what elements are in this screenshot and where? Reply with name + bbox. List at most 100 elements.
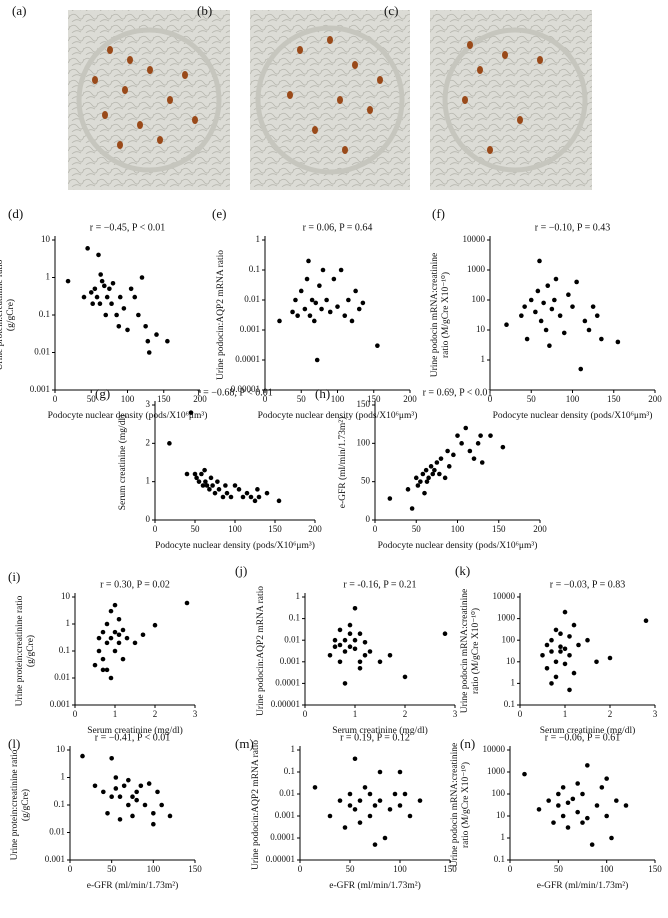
data-point xyxy=(94,294,100,300)
data-point xyxy=(578,366,584,372)
data-point xyxy=(184,600,190,606)
data-point xyxy=(224,490,230,496)
y-tick-label: 0.01 xyxy=(49,827,65,837)
data-point xyxy=(215,479,220,484)
micrograph-c xyxy=(430,10,592,190)
data-point xyxy=(236,487,242,492)
data-point xyxy=(614,798,619,803)
x-tick-label: 50 xyxy=(412,524,422,534)
data-point xyxy=(112,602,118,608)
data-point xyxy=(367,791,373,797)
data-point xyxy=(553,674,559,680)
y-tick-label: 0.00001 xyxy=(231,384,260,394)
data-point xyxy=(547,343,552,348)
data-point xyxy=(114,312,119,318)
data-point xyxy=(352,756,358,762)
x-axis-label: e-GFR (ml/min/1.73m²) xyxy=(329,880,421,891)
y-tick-label: 0.1 xyxy=(504,699,515,709)
data-point xyxy=(102,283,107,289)
data-point xyxy=(240,494,246,500)
data-point xyxy=(208,475,214,481)
x-tick-label: 2 xyxy=(153,709,158,719)
data-point xyxy=(353,288,358,294)
data-point xyxy=(98,272,103,277)
data-point xyxy=(557,313,563,318)
data-point xyxy=(349,318,355,324)
data-point xyxy=(536,807,542,812)
y-tick-label: 1 xyxy=(61,772,66,782)
y-tick-label: 0.001 xyxy=(240,324,260,334)
data-point xyxy=(97,301,103,307)
y-tick-label: 0.1 xyxy=(59,645,70,655)
data-point xyxy=(126,777,131,783)
chart-title: r = 0.69, P < 0.01 xyxy=(423,387,493,398)
x-tick-label: 100 xyxy=(393,864,407,874)
data-point xyxy=(120,656,126,662)
x-tick-label: 100 xyxy=(121,394,135,404)
micrograph-b xyxy=(250,10,410,190)
data-point xyxy=(152,622,158,628)
panel-label: (n) xyxy=(460,736,475,751)
data-point xyxy=(417,798,423,803)
data-point xyxy=(134,789,139,795)
data-point xyxy=(314,357,320,363)
data-point xyxy=(96,252,101,258)
data-point xyxy=(324,297,329,303)
data-point xyxy=(475,441,481,446)
data-point xyxy=(362,652,368,658)
x-tick-label: 1 xyxy=(353,709,358,719)
data-point xyxy=(459,441,464,446)
y-tick-label: 1 xyxy=(481,354,486,364)
y-tick-label: 0.00001 xyxy=(271,699,300,709)
y-axis-label: (g/gCre) xyxy=(25,635,36,667)
data-point xyxy=(319,306,324,312)
data-point xyxy=(549,306,555,312)
data-point xyxy=(553,627,559,633)
data-point xyxy=(519,313,524,318)
y-tick-label: 100 xyxy=(357,437,371,447)
data-point xyxy=(130,813,135,819)
data-point xyxy=(586,327,592,333)
data-point xyxy=(438,456,444,461)
data-point xyxy=(382,835,388,841)
data-point xyxy=(442,631,448,636)
y-tick-label: 0.0001 xyxy=(275,677,300,687)
data-point xyxy=(104,294,110,300)
x-tick-label: 200 xyxy=(193,394,207,404)
data-point xyxy=(423,467,429,473)
data-point xyxy=(422,490,427,496)
x-tick-label: 100 xyxy=(228,524,242,534)
data-point xyxy=(159,802,164,808)
y-tick-label: 1 xyxy=(46,272,51,282)
data-point xyxy=(558,644,563,650)
chart-title: r = 0.30, P = 0.02 xyxy=(100,579,170,590)
data-point xyxy=(116,632,122,638)
y-tick-label: 0.01 xyxy=(279,788,295,798)
x-tick-label: 0 xyxy=(303,709,308,719)
x-tick-label: 150 xyxy=(648,864,662,874)
data-point xyxy=(317,283,322,288)
data-point xyxy=(377,798,383,803)
data-point xyxy=(549,637,554,643)
y-tick-label: 1 xyxy=(291,744,296,754)
x-tick-label: 150 xyxy=(443,864,457,874)
y-tick-label: 100 xyxy=(492,788,506,798)
data-point xyxy=(549,649,554,654)
data-point xyxy=(488,433,493,438)
data-point xyxy=(362,639,368,645)
data-point xyxy=(567,634,572,639)
data-point xyxy=(377,659,383,665)
data-point xyxy=(522,304,527,309)
data-point xyxy=(108,635,114,641)
data-point xyxy=(121,783,127,789)
data-point xyxy=(216,487,222,492)
panel-label: (f) xyxy=(432,206,445,221)
data-point xyxy=(535,288,541,294)
data-point xyxy=(594,803,600,808)
data-point xyxy=(545,283,551,288)
y-tick-label: 0.01 xyxy=(284,634,300,644)
data-point xyxy=(199,471,204,477)
data-point xyxy=(575,781,580,786)
data-point xyxy=(556,791,561,797)
